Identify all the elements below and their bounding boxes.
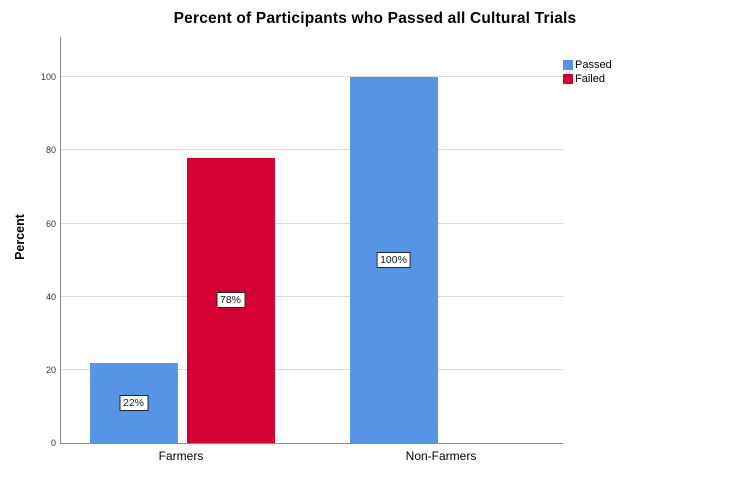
y-tick-label: 80 xyxy=(45,145,56,156)
y-tick-label: 100 xyxy=(40,72,56,83)
legend-item-failed: Failed xyxy=(563,72,612,86)
legend-label-failed: Failed xyxy=(575,73,605,85)
legend-color-swatch-failed xyxy=(563,74,573,84)
legend-item-passed: Passed xyxy=(563,58,612,72)
x-category-label-non-farmers: Non-Farmers xyxy=(405,449,477,463)
y-tick-label: 20 xyxy=(45,364,56,375)
gridline xyxy=(61,149,563,151)
gridline xyxy=(61,368,563,370)
bar-value-label: 78% xyxy=(215,292,246,309)
legend: Passed Failed xyxy=(563,58,612,86)
bar-value-label: 100% xyxy=(376,252,411,269)
gridline xyxy=(61,295,563,297)
gridline xyxy=(61,76,563,78)
y-tick-label: 40 xyxy=(45,291,56,302)
legend-color-swatch-passed xyxy=(563,60,573,70)
y-tick-label: 0 xyxy=(50,438,56,448)
x-category-label-farmers: Farmers xyxy=(158,449,204,463)
gridline xyxy=(61,222,563,224)
bar-value-label: 22% xyxy=(118,394,149,411)
chart-title: Percent of Participants who Passed all C… xyxy=(173,10,577,27)
legend-label-passed: Passed xyxy=(575,59,612,71)
plot-area: 22% 100% 78% xyxy=(60,37,563,444)
y-tick-label: 60 xyxy=(45,218,56,229)
